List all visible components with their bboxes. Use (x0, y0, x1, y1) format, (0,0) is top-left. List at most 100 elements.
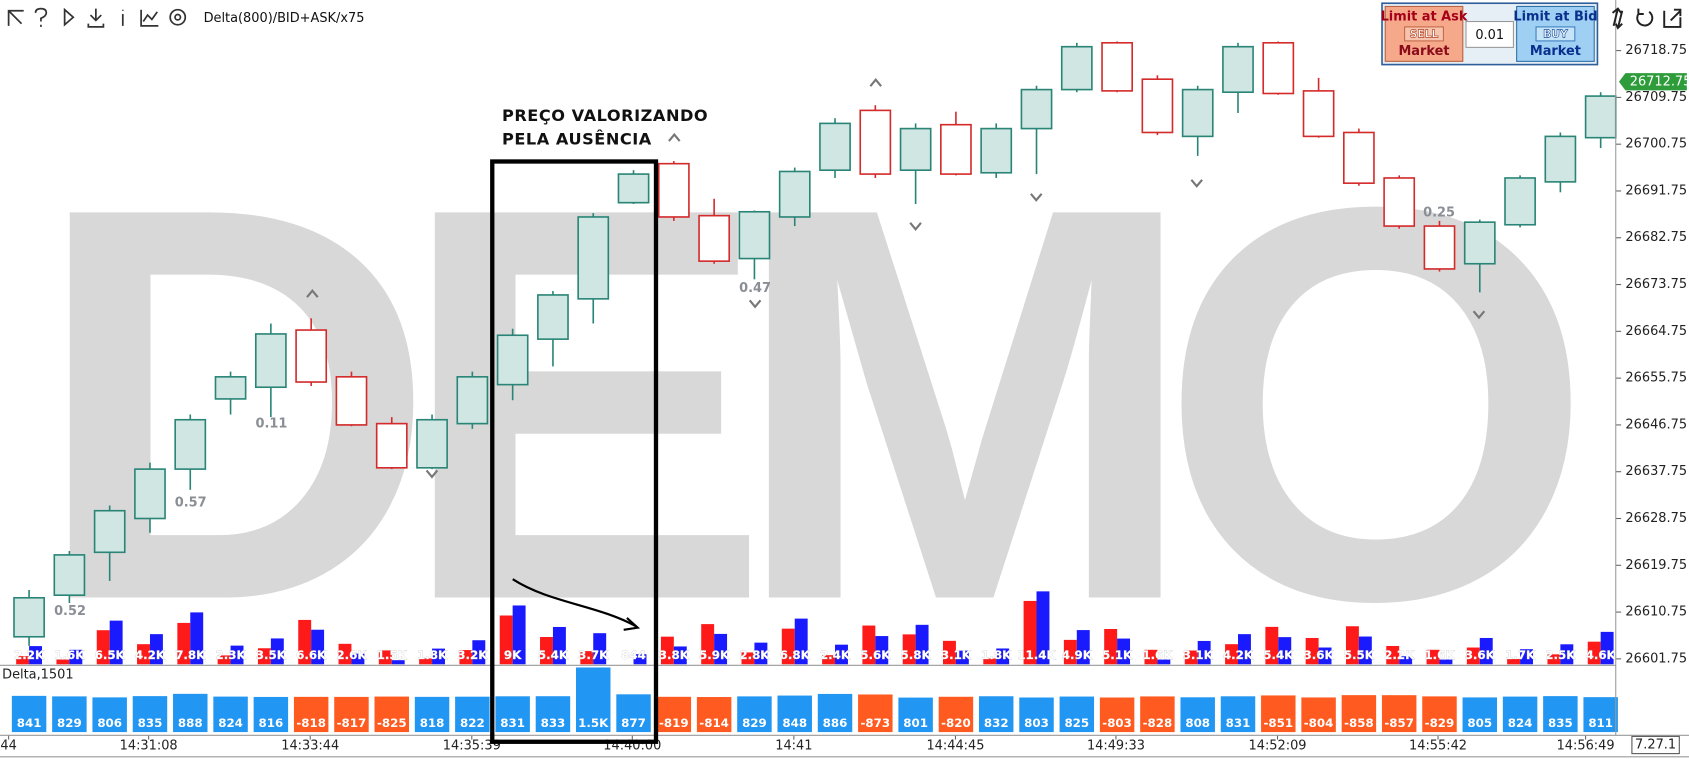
delta-label: -858 (1344, 716, 1374, 730)
bid-volume-bar (217, 655, 231, 665)
up-marker (306, 288, 319, 298)
volume-label: 5.1K (1102, 648, 1133, 662)
delta-bar (858, 694, 893, 733)
x-tick-label: 14:55:42 (1409, 739, 1467, 754)
ask-volume-bar (109, 620, 123, 665)
candle-body (13, 596, 45, 638)
volume-label: 1.6K (1424, 648, 1455, 662)
bid-volume-bar (1386, 645, 1400, 665)
volume-label: 4.9K (1062, 648, 1093, 662)
tool-popout[interactable] (1663, 8, 1682, 28)
up-marker (668, 132, 681, 142)
delta-label: -814 (699, 716, 729, 730)
candle-body (1544, 135, 1577, 183)
volume-label: 1.7K (1505, 648, 1536, 662)
y-tick-label: 26682.75 (1625, 230, 1687, 245)
ask-volume-bar (29, 646, 43, 665)
bid-volume-bar (741, 652, 755, 665)
y-tick-label: 26691.75 (1625, 183, 1687, 198)
quantity-value[interactable]: 0.01 (1475, 28, 1504, 43)
ask-volume-bar (1439, 659, 1453, 665)
delta-label: 803 (1024, 716, 1049, 730)
quantity-input[interactable] (1465, 20, 1514, 48)
buy-button[interactable] (1535, 26, 1576, 42)
delta-label: -803 (1102, 716, 1132, 730)
candle-body (1423, 225, 1456, 270)
y-tick-label: 26619.75 (1625, 558, 1687, 573)
ask-volume-bar (1197, 640, 1211, 665)
delta-label: 825 (1064, 716, 1089, 730)
delta-label: 848 (782, 716, 807, 730)
delta-title: Delta,1501 (2, 668, 73, 683)
order-panel: Limit at Ask SELL Market 0.01 Limit at B… (1381, 2, 1599, 66)
ask-volume-bar (996, 648, 1010, 665)
ask-volume-bar (391, 660, 405, 665)
delta-bar (535, 696, 571, 733)
delta-bar (92, 697, 127, 733)
ask-volume-bar (230, 645, 244, 665)
volume-label: 5.4K (1263, 648, 1294, 662)
bid-volume-bar (1063, 639, 1077, 665)
ask-volume-bar (754, 642, 768, 665)
tool-settings-center (174, 13, 182, 21)
tool-cursor[interactable] (7, 9, 24, 26)
delta-label: 824 (218, 716, 243, 730)
sell-limit-label[interactable]: Limit at Ask (1381, 10, 1468, 25)
delta-bar (1019, 697, 1054, 733)
tool-settings[interactable] (169, 8, 187, 26)
bid-volume-bar (660, 636, 674, 665)
delta-label: 832 (984, 716, 1009, 730)
volume-label: 2.3K (216, 648, 247, 662)
candle-body (254, 333, 287, 389)
tool-play[interactable] (63, 7, 75, 27)
down-marker (748, 299, 762, 309)
candle-note: 0.47 (739, 281, 771, 296)
tool-scale[interactable] (1611, 7, 1624, 30)
y-tick-label: 26655.75 (1625, 371, 1687, 386)
volume-label: 6.6K (296, 648, 327, 662)
volume-label: 844 (621, 648, 646, 662)
down-marker (1472, 310, 1486, 320)
buy-market-label[interactable]: Market (1530, 44, 1581, 59)
delta-label: 831 (1226, 716, 1251, 730)
bid-volume-bar (419, 658, 433, 665)
x-tick-label: 14:49:33 (1087, 739, 1145, 754)
ask-volume-bar (1076, 630, 1090, 665)
tool-download[interactable] (87, 8, 105, 28)
ask-volume-bar (472, 640, 486, 665)
sell-button-label[interactable]: SELL (1409, 27, 1439, 41)
last-price-label: 26712.75 (1630, 74, 1689, 89)
ask-volume-bar (1157, 659, 1171, 665)
bid-volume-bar (781, 628, 795, 665)
candle-body (1141, 78, 1174, 134)
tool-reset[interactable] (1636, 8, 1654, 27)
sell-market-label[interactable]: Market (1398, 44, 1449, 59)
delta-bar (11, 695, 47, 733)
volume-label: 9K (504, 648, 522, 662)
volume-label: 1.5K (377, 648, 408, 662)
delta-label: 886 (823, 716, 848, 730)
delta-label: 805 (1467, 716, 1492, 730)
ask-volume-bar (1520, 649, 1534, 665)
ask-volume-bar (1318, 647, 1332, 665)
sell-button[interactable] (1404, 26, 1444, 42)
bid-volume-bar (701, 624, 715, 665)
highlight-box (490, 159, 659, 744)
candle-body (899, 127, 932, 171)
volume-label: 2.6K (336, 648, 367, 662)
candle-body (738, 210, 771, 260)
buy-limit-label[interactable]: Limit at Bid (1513, 10, 1597, 25)
tool-chart[interactable] (140, 9, 159, 27)
tool-help[interactable] (34, 7, 48, 27)
buy-button-label[interactable]: BUY (1543, 27, 1569, 41)
candle-body (980, 127, 1013, 174)
candle-body (1584, 95, 1617, 139)
delta-bar (1502, 696, 1538, 733)
volume-label: 5.5K (1344, 648, 1375, 662)
version: 7.27.1 (1635, 738, 1676, 753)
delta-label: -820 (941, 716, 971, 730)
ask-volume-bar (1358, 636, 1372, 665)
delta-bar (817, 693, 853, 733)
volume-label: 2.2K (1384, 648, 1415, 662)
